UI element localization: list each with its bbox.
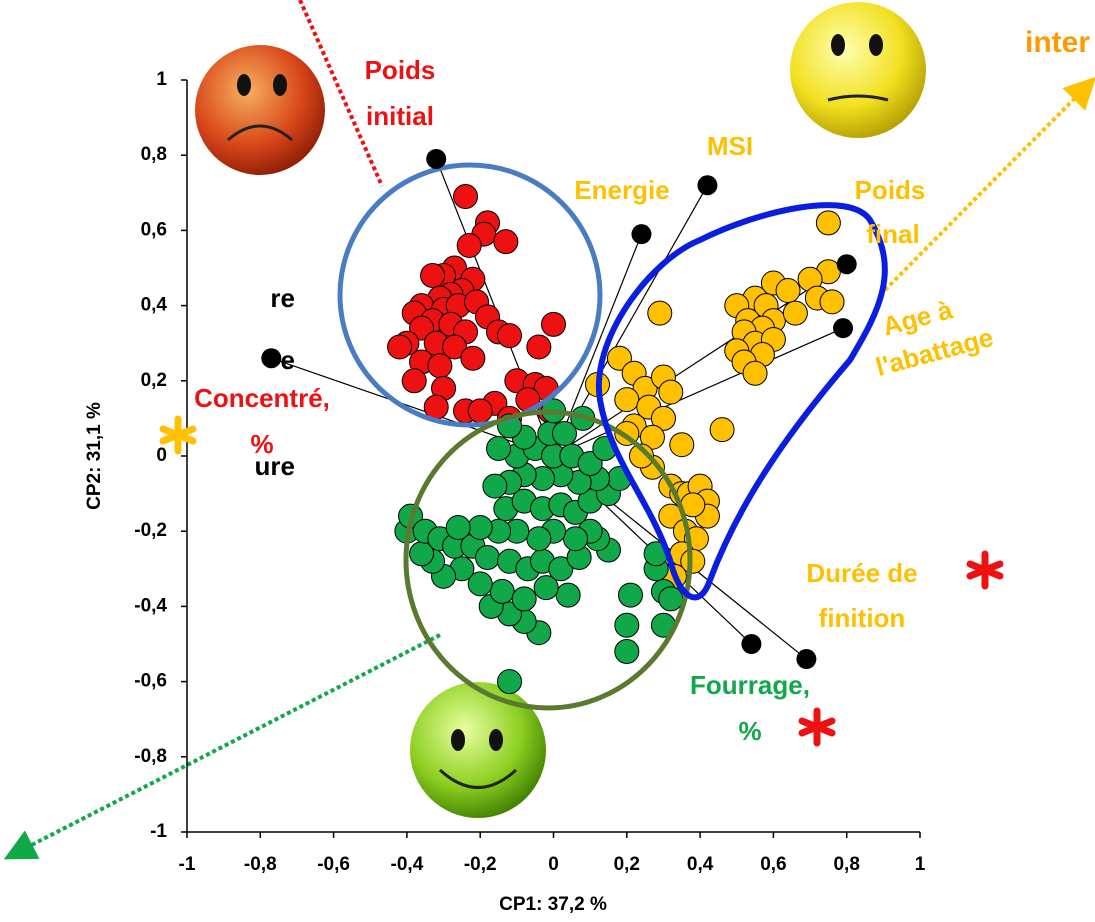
group-outlines: [340, 165, 885, 708]
point: [563, 527, 587, 551]
loading-label: final: [866, 219, 919, 249]
y-tick-label: 0,8: [141, 144, 167, 165]
point: [468, 515, 492, 539]
point: [615, 388, 639, 412]
loading-point: [697, 175, 717, 195]
point: [454, 185, 478, 209]
loading-point: [837, 254, 857, 274]
point: [498, 670, 522, 694]
point: [446, 515, 470, 539]
points: [388, 185, 844, 694]
point: [615, 640, 639, 664]
point: [816, 211, 840, 235]
annotation: inter: [1025, 26, 1090, 59]
point: [402, 369, 426, 393]
point: [670, 433, 694, 457]
arrow-green: [18, 635, 440, 852]
x-tick-label: -0,6: [317, 854, 350, 875]
neutral-face: [790, 2, 926, 138]
happy-face: [410, 682, 546, 818]
point: [498, 324, 522, 348]
y-tick-label: 1: [156, 69, 167, 90]
y-tick-label: 0,6: [141, 219, 167, 240]
annotation: re: [270, 283, 295, 313]
x-tick-label: 0,6: [760, 854, 786, 875]
x-tick-label: 0,2: [614, 854, 640, 875]
asterisk: [802, 711, 832, 743]
point: [512, 587, 536, 611]
x-tick-label: -0,4: [391, 854, 424, 875]
chart: CP1: 37,2 % CP2: 31,1 % -1 -0,8 -0,6 -0,4 -0…: [0, 0, 1095, 922]
x-tick-label: -1: [179, 854, 196, 875]
point: [820, 290, 844, 314]
x-axis-title: CP1: 37,2 %: [499, 894, 607, 915]
point: [659, 380, 683, 404]
x-tick-label: -0,2: [464, 854, 497, 875]
loading-label: Poids: [855, 175, 926, 205]
loading-label: Poids: [365, 55, 436, 85]
point: [527, 335, 551, 359]
y-tick-label: -1: [150, 821, 167, 842]
loading-point: [426, 149, 446, 169]
point: [556, 583, 580, 607]
point: [776, 279, 800, 303]
x-tick-label: -0,8: [244, 854, 277, 875]
point: [461, 346, 485, 370]
point: [615, 613, 639, 637]
point: [476, 546, 500, 570]
x-tick-label: 0,8: [833, 854, 859, 875]
point: [468, 399, 492, 423]
y-tick-label: -0,6: [134, 671, 167, 692]
loading-point: [741, 634, 761, 654]
point: [421, 264, 445, 288]
y-tick-label: -0,8: [134, 746, 167, 767]
sad-face: [195, 45, 325, 175]
loading-label: Energie: [574, 175, 669, 205]
point: [483, 474, 507, 498]
annotation: e: [281, 345, 295, 375]
loading-point: [261, 348, 281, 368]
loading-label: Concentré,: [194, 383, 330, 413]
point: [783, 301, 807, 325]
point: [710, 418, 734, 442]
point: [527, 527, 551, 551]
y-tick-label: 0: [156, 445, 167, 466]
point: [542, 312, 566, 336]
y-axis-title: CP2: 31,1 %: [84, 402, 105, 510]
point: [457, 233, 481, 257]
point: [428, 354, 452, 378]
x-tick-label: 1: [915, 854, 926, 875]
loading-label: MSI: [707, 131, 753, 161]
loading-point: [796, 649, 816, 669]
annotation: ure: [255, 451, 295, 481]
point: [490, 579, 514, 603]
loading-point: [631, 224, 651, 244]
y-tick-label: -0,4: [134, 595, 167, 616]
point: [743, 361, 767, 385]
point: [659, 587, 683, 611]
loading-label: Fourrage,: [690, 670, 810, 700]
loading-point: [833, 318, 853, 338]
loading-line: [554, 264, 847, 456]
loading-label: %: [738, 716, 761, 746]
asterisk: [970, 554, 1000, 586]
point: [487, 436, 511, 460]
asterisk: [163, 419, 193, 451]
x-tick-label: 0: [548, 854, 559, 875]
point: [388, 335, 412, 359]
loading-label: initial: [366, 101, 434, 131]
y-tick-label: 0,2: [141, 370, 167, 391]
point: [494, 230, 518, 254]
x-tick-label: 0,4: [687, 854, 714, 875]
y-tick-label: 0,4: [141, 295, 168, 316]
loading-label: finition: [819, 603, 906, 633]
point: [648, 301, 672, 325]
loading-label: Durée de: [806, 558, 917, 588]
y-tick-label: -0,2: [134, 520, 167, 541]
point: [618, 583, 642, 607]
